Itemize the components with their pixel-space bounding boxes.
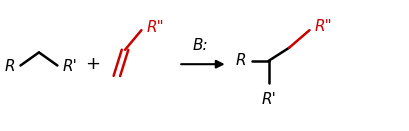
Text: +: + xyxy=(85,55,99,73)
Text: B:: B: xyxy=(193,38,208,53)
Text: R': R' xyxy=(261,92,275,107)
Text: R: R xyxy=(235,53,245,68)
Text: R": R" xyxy=(314,19,332,34)
Text: R: R xyxy=(5,59,16,74)
Text: R": R" xyxy=(146,20,164,35)
Text: R': R' xyxy=(62,59,77,74)
